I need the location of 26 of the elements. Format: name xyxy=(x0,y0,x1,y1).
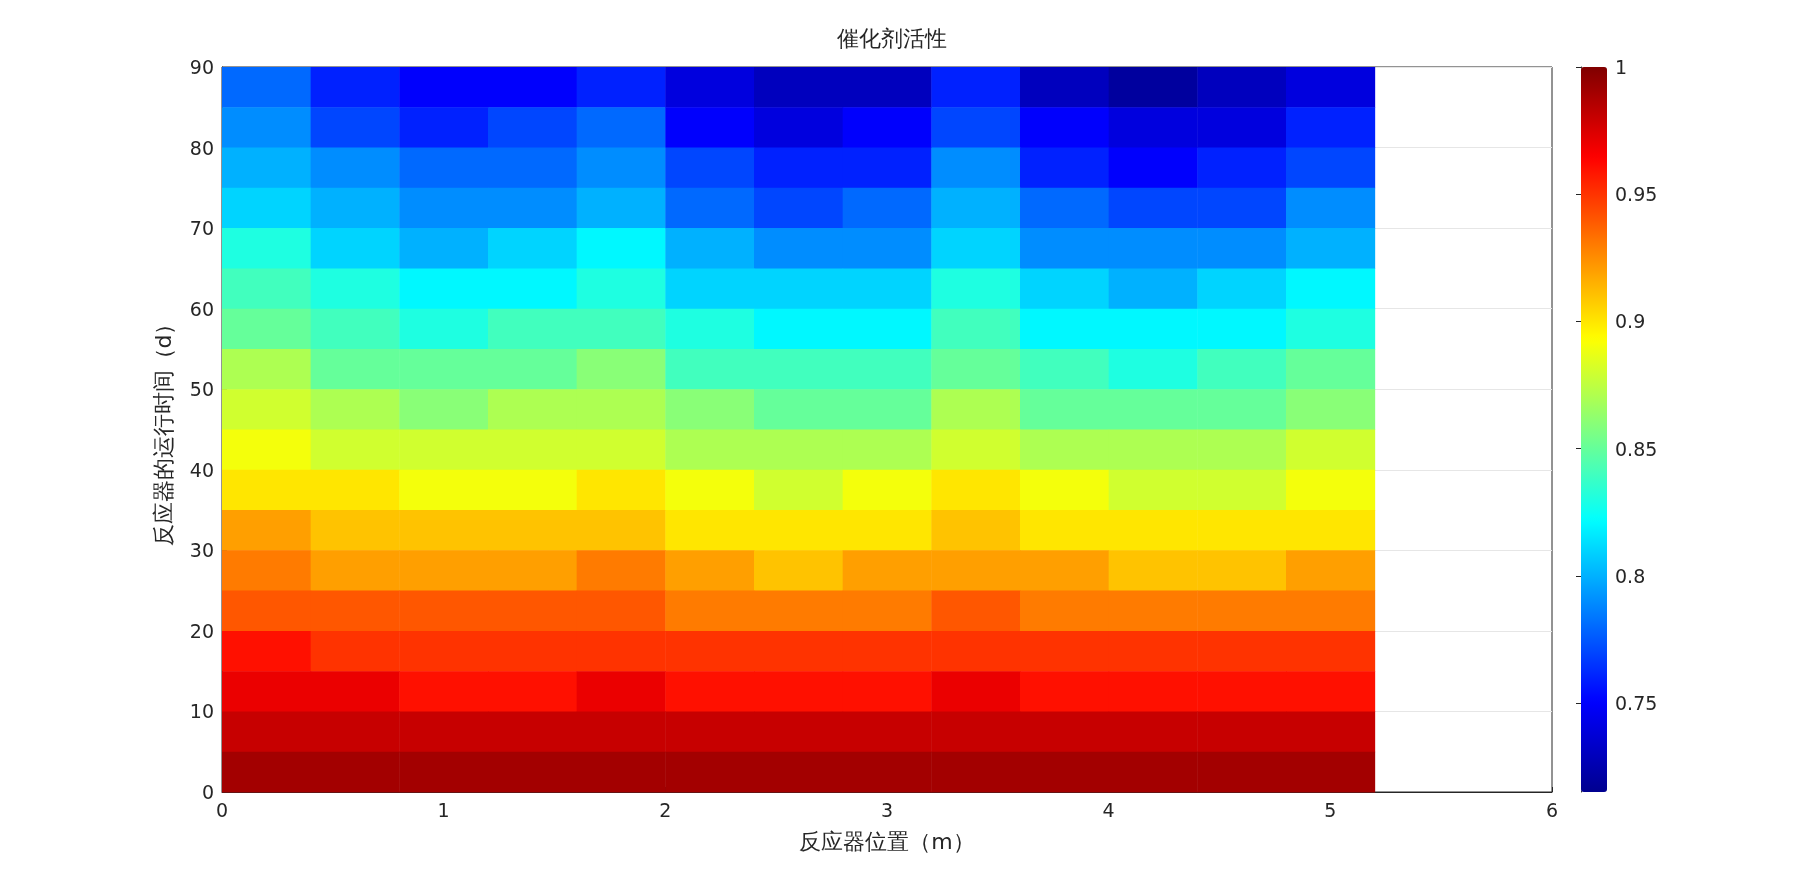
y-tick-label: 10 xyxy=(189,700,214,723)
y-tick-label: 90 xyxy=(189,56,214,78)
y-tick-label: 20 xyxy=(189,619,214,642)
x-tick-label: 6 xyxy=(1545,798,1559,821)
x-tick-label: 3 xyxy=(880,798,894,821)
x-tick-label: 1 xyxy=(437,798,450,821)
color-bar-label: 0.9 xyxy=(1615,310,1646,333)
y-axis-title: 反应器的运行时间（d） xyxy=(150,312,176,547)
y-tick-label: 0 xyxy=(201,781,214,803)
color-bar-label: 1 xyxy=(1615,56,1628,78)
color-bar-label: 0.85 xyxy=(1615,437,1658,460)
y-tick-label: 40 xyxy=(189,458,214,481)
y-tick-label: 60 xyxy=(189,297,214,320)
y-tick-label: 70 xyxy=(189,217,214,240)
x-axis-title: 反应器位置（m） xyxy=(799,828,975,854)
y-tick-label: 80 xyxy=(189,136,214,159)
chart-title: 催化剂活性 xyxy=(837,25,947,51)
x-tick-label: 2 xyxy=(659,798,672,821)
y-tick-label: 50 xyxy=(189,378,214,401)
color-bar-label: 0.95 xyxy=(1615,183,1658,206)
x-tick-label: 4 xyxy=(1102,798,1115,821)
x-tick-label: 0 xyxy=(215,798,229,821)
color-bar-label: 0.75 xyxy=(1615,691,1658,714)
color-bar-label: 0.8 xyxy=(1615,564,1646,587)
x-tick-label: 5 xyxy=(1324,798,1337,821)
y-tick-label: 30 xyxy=(189,539,214,562)
